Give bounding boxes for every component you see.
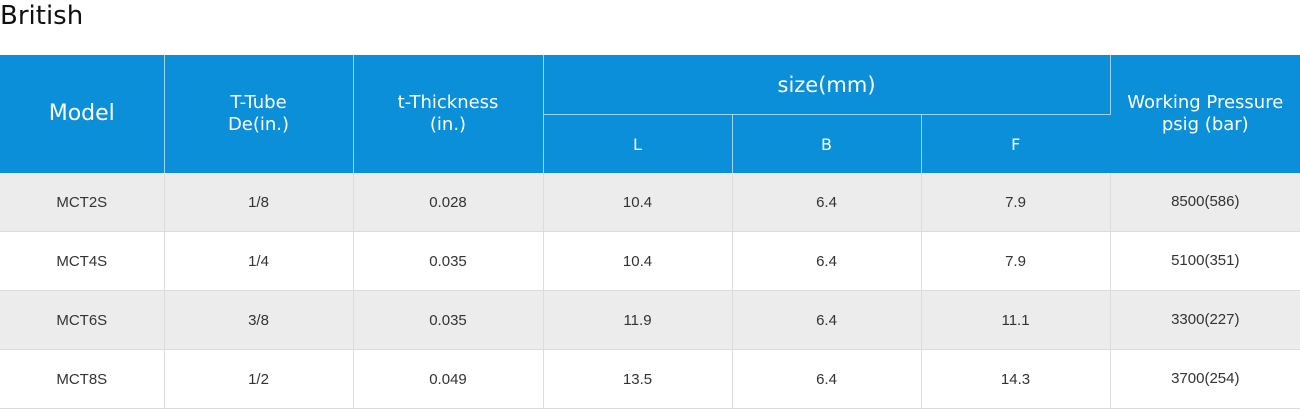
table-row: MCT2S 1/8 0.028 10.4 6.4 7.9 8500(586)	[0, 173, 1300, 232]
cell-l: 13.5	[543, 349, 733, 409]
cell-tube: 1/8	[164, 173, 354, 232]
header-thickness-line1: t-Thickness	[397, 92, 499, 113]
cell-b: 6.4	[732, 173, 922, 232]
header-pressure-line2: psig (bar)	[1161, 114, 1249, 135]
header-size: size(mm)	[543, 55, 1111, 115]
cell-l: 10.4	[543, 173, 733, 232]
cell-model: MCT2S	[0, 173, 165, 232]
header-tube-line1: T-Tube	[230, 92, 287, 113]
section-heading: British	[0, 1, 84, 31]
cell-pressure: 5100(351)	[1110, 231, 1300, 291]
cell-f: 7.9	[921, 173, 1111, 232]
cell-b: 6.4	[732, 231, 922, 291]
cell-l: 11.9	[543, 290, 733, 350]
spec-table: Model T-Tube De(in.) t-Thickness (in.) s…	[0, 55, 1300, 409]
cell-thickness: 0.035	[353, 290, 544, 350]
header-model: Model	[0, 55, 165, 173]
cell-thickness: 0.035	[353, 231, 544, 291]
cell-model: MCT6S	[0, 290, 165, 350]
cell-thickness: 0.028	[353, 173, 544, 232]
table-row: MCT6S 3/8 0.035 11.9 6.4 11.1 3300(227)	[0, 290, 1300, 350]
header-b: B	[732, 114, 922, 173]
cell-model: MCT4S	[0, 231, 165, 291]
header-pressure: Working Pressure psig (bar)	[1110, 55, 1300, 173]
header-l: L	[543, 114, 733, 173]
cell-thickness: 0.049	[353, 349, 544, 409]
cell-pressure: 8500(586)	[1110, 173, 1300, 232]
cell-model: MCT8S	[0, 349, 165, 409]
cell-b: 6.4	[732, 349, 922, 409]
cell-pressure: 3300(227)	[1110, 290, 1300, 350]
header-pressure-line1: Working Pressure	[1127, 92, 1284, 113]
header-f: F	[921, 114, 1111, 173]
header-tube: T-Tube De(in.)	[164, 55, 354, 173]
header-thickness-line2: (in.)	[429, 114, 467, 135]
header-thickness: t-Thickness (in.)	[353, 55, 544, 173]
cell-l: 10.4	[543, 231, 733, 291]
table-row: MCT8S 1/2 0.049 13.5 6.4 14.3 3700(254)	[0, 349, 1300, 409]
table-row: MCT4S 1/4 0.035 10.4 6.4 7.9 5100(351)	[0, 231, 1300, 291]
cell-f: 14.3	[921, 349, 1111, 409]
header-row: Model T-Tube De(in.) t-Thickness (in.) s…	[0, 55, 1300, 173]
cell-tube: 3/8	[164, 290, 354, 350]
cell-f: 11.1	[921, 290, 1111, 350]
subheader-row: L B F	[0, 114, 1300, 173]
cell-f: 7.9	[921, 231, 1111, 291]
cell-tube: 1/2	[164, 349, 354, 409]
cell-b: 6.4	[732, 290, 922, 350]
header-tube-line2: De(in.)	[227, 114, 290, 135]
cell-tube: 1/4	[164, 231, 354, 291]
cell-pressure: 3700(254)	[1110, 349, 1300, 409]
